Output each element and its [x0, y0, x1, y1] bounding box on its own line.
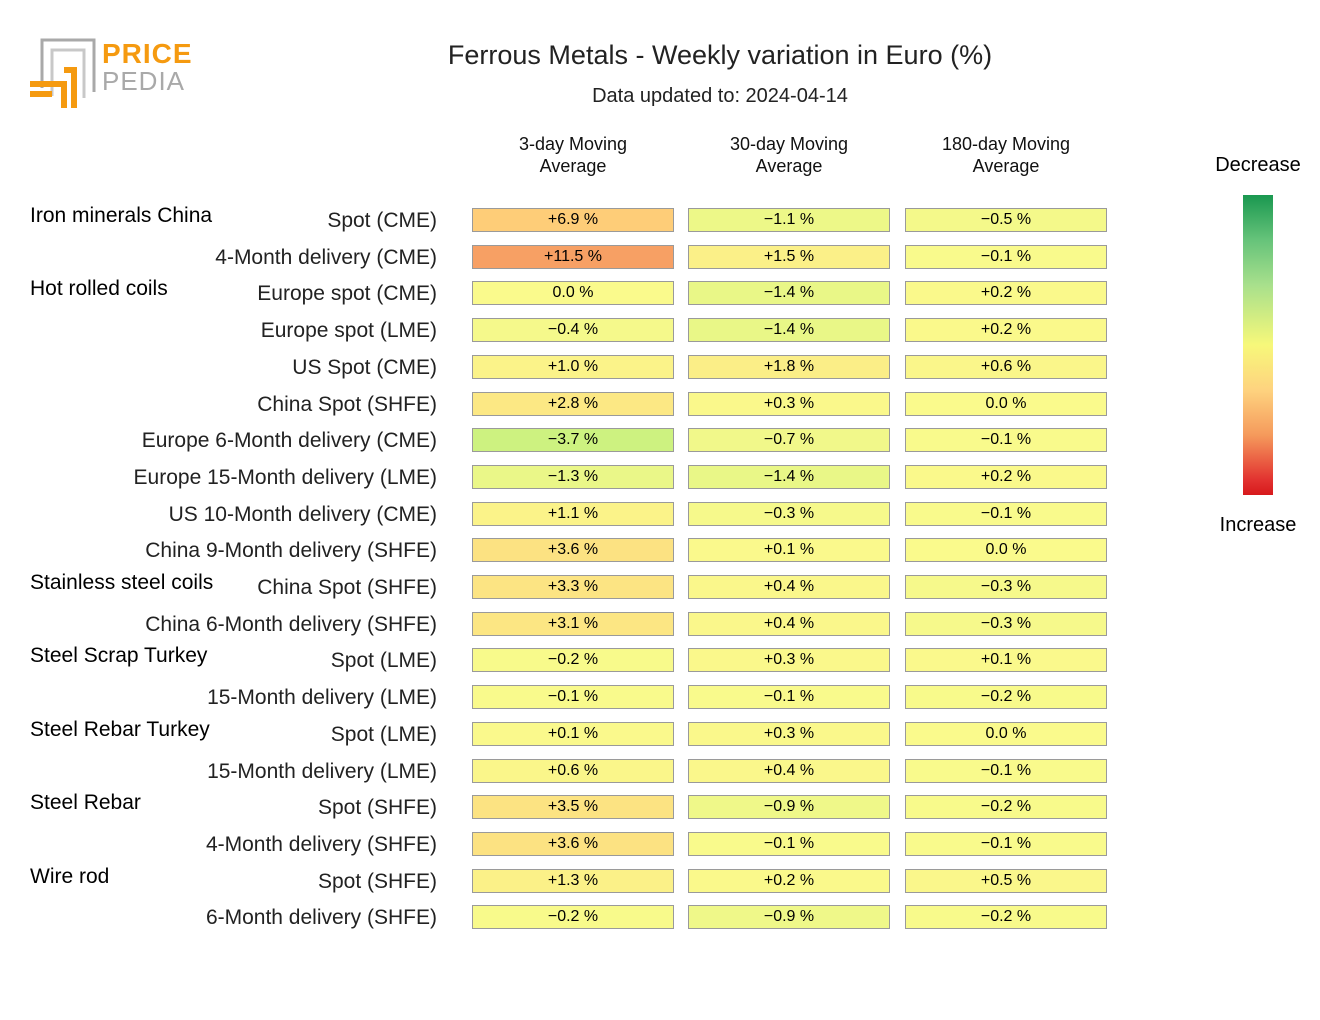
heatmap-cell: +1.3 % — [472, 868, 674, 893]
group-label: Stainless steel coils — [30, 571, 214, 594]
heatmap-cell: −0.1 % — [905, 244, 1107, 269]
heatmap-cell: −0.5 % — [905, 208, 1107, 232]
heatmap-cell: −0.9 % — [688, 905, 890, 930]
heatmap-cell: 0.0 % — [472, 281, 674, 306]
heatmap-cell: −0.1 % — [688, 685, 890, 710]
heatmap-cell: +0.3 % — [688, 721, 890, 746]
row-label: Europe spot (CME) — [257, 282, 437, 306]
heatmap-cell: −0.2 % — [472, 905, 674, 930]
row-label: China 9-Month delivery (SHFE) — [145, 539, 437, 563]
heatmap-cell: +0.1 % — [472, 721, 674, 746]
heatmap-cell: −0.3 % — [905, 611, 1107, 636]
heatmap-cell: +0.1 % — [688, 538, 890, 563]
heatmap-cell: +0.4 % — [688, 575, 890, 599]
heatmap-cell: +0.2 % — [688, 868, 890, 893]
legend-label-decrease: Decrease — [1215, 154, 1301, 176]
logo-text-pedia: PEDIA — [102, 66, 186, 96]
heatmap-cell: 0.0 % — [905, 721, 1107, 746]
group-label: Wire rod — [30, 864, 110, 888]
heatmap-cell: +3.5 % — [472, 795, 674, 820]
row-label: Europe spot (LME) — [260, 319, 437, 343]
row-label: US Spot (CME) — [292, 355, 437, 379]
row-label: Europe 15-Month delivery (LME) — [133, 465, 437, 489]
heatmap-cell: +6.9 % — [472, 208, 674, 232]
heatmap-cell: −1.1 % — [688, 208, 890, 232]
heatmap-cell: −1.4 % — [688, 464, 890, 489]
row-label: 4-Month delivery (SHFE) — [205, 832, 437, 856]
row-label: 15-Month delivery (LME) — [207, 759, 437, 783]
heatmap-cell: +0.1 % — [905, 648, 1107, 673]
heatmap-cell: +0.6 % — [905, 354, 1107, 379]
heatmap-cell: −0.1 % — [905, 501, 1107, 526]
row-label: 6-Month delivery (SHFE) — [205, 906, 437, 930]
heatmap-cell: +0.5 % — [905, 868, 1107, 893]
row-label: Europe 6-Month delivery (CME) — [141, 429, 437, 453]
logo-text-price: PRICE — [102, 38, 193, 69]
heatmap-cell: +0.2 % — [905, 318, 1107, 343]
heatmap-cell: −0.2 % — [905, 905, 1107, 930]
row-label: 4-Month delivery (CME) — [215, 245, 437, 269]
logo-mark-icon — [30, 38, 96, 108]
heatmap-cell: −0.2 % — [472, 648, 674, 673]
heatmap-cell: +1.0 % — [472, 354, 674, 379]
heatmap-cell: +0.2 % — [905, 464, 1107, 489]
column-header: 30-day Moving Average — [729, 134, 849, 176]
heatmap-cell: −0.1 % — [905, 758, 1107, 783]
heatmap-cell: +3.3 % — [472, 575, 674, 599]
group-label: Steel Rebar — [30, 791, 141, 815]
heatmap-cell: +3.1 % — [472, 611, 674, 636]
heatmap-cell: −0.1 % — [688, 831, 890, 856]
row-label: China 6-Month delivery (SHFE) — [145, 612, 437, 636]
chart-subtitle: Data updated to: 2024-04-14 — [592, 85, 848, 107]
heatmap-cell: 0.0 % — [905, 538, 1107, 563]
legend-label-increase: Increase — [1219, 514, 1297, 536]
group-label: Steel Scrap Turkey — [30, 644, 208, 668]
heatmap-cell: +0.4 % — [688, 611, 890, 636]
heatmap-cell: −0.9 % — [688, 795, 890, 820]
heatmap-cell: +0.3 % — [688, 391, 890, 416]
heatmap-cell: −0.4 % — [472, 318, 674, 343]
row-label: China Spot (SHFE) — [257, 576, 437, 599]
column-header: 180-day Moving Average — [941, 134, 1071, 176]
heatmap-cell: −1.3 % — [472, 464, 674, 489]
heatmap-cell: +0.4 % — [688, 758, 890, 783]
heatmap-cell: −1.4 % — [688, 281, 890, 306]
heatmap-cell: −0.3 % — [688, 501, 890, 526]
row-label: Spot (LME) — [330, 722, 437, 746]
heatmap-cell: +1.1 % — [472, 501, 674, 526]
heatmap-cell: −0.2 % — [905, 795, 1107, 820]
heatmap-cell: −0.1 % — [905, 428, 1107, 453]
heatmap-cell: +1.5 % — [688, 244, 890, 269]
group-label: Steel Rebar Turkey — [30, 717, 210, 741]
heatmap-cell: +3.6 % — [472, 831, 674, 856]
heatmap-cell: −0.1 % — [472, 685, 674, 710]
column-header: 3-day Moving Average — [518, 134, 628, 176]
heatmap-cell: −0.2 % — [905, 685, 1107, 710]
heatmap-cell: −0.7 % — [688, 428, 890, 453]
row-label: Spot (LME) — [330, 649, 437, 673]
heatmap-cell: +0.3 % — [688, 648, 890, 673]
heatmap-cell: −3.7 % — [472, 428, 674, 453]
row-label: China Spot (SHFE) — [257, 392, 437, 416]
row-label: Spot (CME) — [327, 209, 437, 232]
heatmap-cell: +1.8 % — [688, 354, 890, 379]
heatmap-cell: 0.0 % — [905, 391, 1107, 416]
row-label: US 10-Month delivery (CME) — [168, 502, 437, 526]
heatmap-cell: +2.8 % — [472, 391, 674, 416]
heatmap-cell: +11.5 % — [472, 244, 674, 269]
group-label: Hot rolled coils — [30, 277, 168, 301]
legend-color-scale — [1243, 195, 1273, 495]
heatmap-cell: −1.4 % — [688, 318, 890, 343]
heatmap-cell: +0.2 % — [905, 281, 1107, 306]
row-label: Spot (SHFE) — [317, 796, 437, 820]
row-label: 15-Month delivery (LME) — [207, 686, 437, 710]
heatmap-cell: −0.3 % — [905, 575, 1107, 599]
heatmap-cell: −0.1 % — [905, 831, 1107, 856]
heatmap-cell: +3.6 % — [472, 538, 674, 563]
heatmap-cell: +0.6 % — [472, 758, 674, 783]
group-label: Iron minerals China — [30, 204, 213, 227]
row-label: Spot (SHFE) — [317, 869, 437, 893]
pricepedia-logo: PRICE PEDIA — [28, 36, 198, 111]
chart-title: Ferrous Metals - Weekly variation in Eur… — [447, 40, 993, 70]
